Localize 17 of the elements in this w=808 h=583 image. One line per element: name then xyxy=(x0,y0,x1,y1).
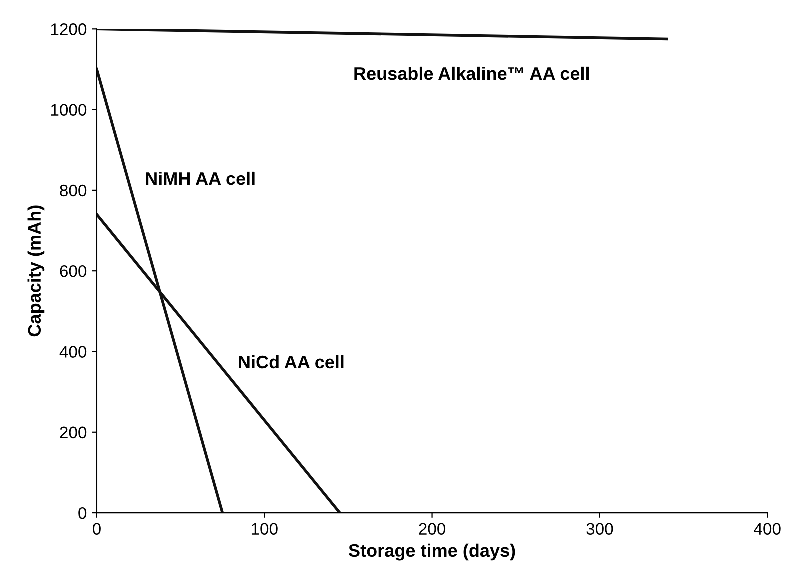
series-label: NiCd AA cell xyxy=(239,355,344,369)
y-tick-label: 1200 xyxy=(51,24,87,36)
series-label: Reusable Alkaline™ AA cell xyxy=(354,66,589,80)
series-label: NiMH AA cell xyxy=(146,172,255,186)
x-tick-label: 300 xyxy=(586,523,614,536)
x-tick-label: 200 xyxy=(419,523,446,536)
x-axis-title: Storage time (days) xyxy=(349,544,516,561)
y-axis-title: Capacity (mAh) xyxy=(28,206,45,337)
x-tick-label: 0 xyxy=(92,523,101,536)
y-tick-label: 1000 xyxy=(51,104,87,116)
y-tick-label: 400 xyxy=(60,346,87,358)
y-tick-label: 200 xyxy=(60,426,87,439)
y-tick-label: 800 xyxy=(60,184,87,197)
y-tick-label: 0 xyxy=(78,507,87,520)
x-tick-label: 400 xyxy=(754,523,781,536)
x-tick-label: 100 xyxy=(252,523,278,536)
y-tick-label: 600 xyxy=(60,265,87,278)
